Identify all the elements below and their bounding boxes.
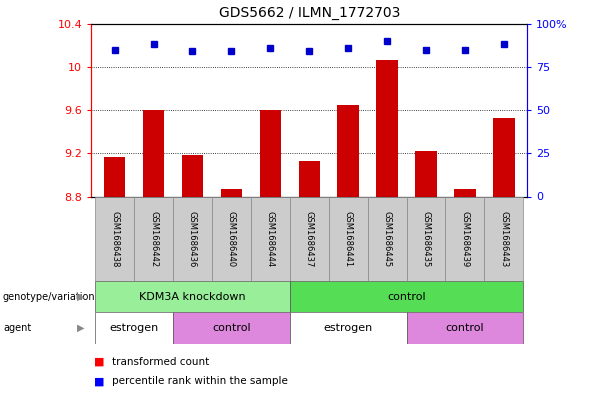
Bar [406, 196, 445, 281]
Bar [290, 196, 329, 281]
Bar [104, 156, 125, 196]
Text: control: control [212, 323, 251, 333]
Text: transformed count: transformed count [112, 356, 209, 367]
Title: GDS5662 / ILMN_1772703: GDS5662 / ILMN_1772703 [219, 6, 400, 20]
Bar [337, 105, 359, 196]
Bar [221, 189, 242, 196]
Bar [260, 110, 281, 196]
Text: GSM1686440: GSM1686440 [227, 211, 236, 267]
Bar [173, 312, 290, 344]
Text: agent: agent [3, 323, 31, 333]
Bar [173, 196, 212, 281]
Bar [212, 196, 251, 281]
Text: GSM1686436: GSM1686436 [188, 211, 197, 267]
Text: ■: ■ [94, 376, 105, 386]
Bar [445, 196, 484, 281]
Bar [329, 196, 368, 281]
Bar [484, 196, 523, 281]
Bar [251, 196, 290, 281]
Text: percentile rank within the sample: percentile rank within the sample [112, 376, 288, 386]
Text: control: control [445, 323, 484, 333]
Text: GSM1686445: GSM1686445 [383, 211, 392, 267]
Text: GSM1686441: GSM1686441 [343, 211, 353, 267]
Text: ▶: ▶ [77, 323, 84, 333]
Bar [454, 189, 475, 196]
Bar [290, 312, 406, 344]
Text: ▶: ▶ [77, 292, 84, 302]
Bar [95, 196, 134, 281]
Text: estrogen: estrogen [323, 323, 373, 333]
Bar [368, 196, 406, 281]
Text: GSM1686442: GSM1686442 [149, 211, 158, 267]
Text: GSM1686435: GSM1686435 [422, 211, 431, 267]
Bar [95, 281, 290, 312]
Bar [95, 312, 173, 344]
Bar [290, 281, 523, 312]
Bar [182, 156, 203, 196]
Bar [143, 110, 164, 196]
Text: GSM1686438: GSM1686438 [110, 211, 119, 267]
Text: GSM1686444: GSM1686444 [266, 211, 275, 267]
Text: GSM1686439: GSM1686439 [461, 211, 469, 267]
Bar [493, 118, 515, 196]
Text: GSM1686437: GSM1686437 [305, 211, 314, 267]
Bar [134, 196, 173, 281]
Text: genotype/variation: genotype/variation [3, 292, 95, 302]
Bar [376, 61, 398, 196]
Text: KDM3A knockdown: KDM3A knockdown [139, 292, 246, 302]
Text: ■: ■ [94, 356, 105, 367]
Text: estrogen: estrogen [110, 323, 158, 333]
Text: control: control [387, 292, 426, 302]
Text: GSM1686443: GSM1686443 [499, 211, 508, 267]
Bar [406, 312, 523, 344]
Bar [415, 151, 436, 196]
Bar [299, 161, 320, 196]
